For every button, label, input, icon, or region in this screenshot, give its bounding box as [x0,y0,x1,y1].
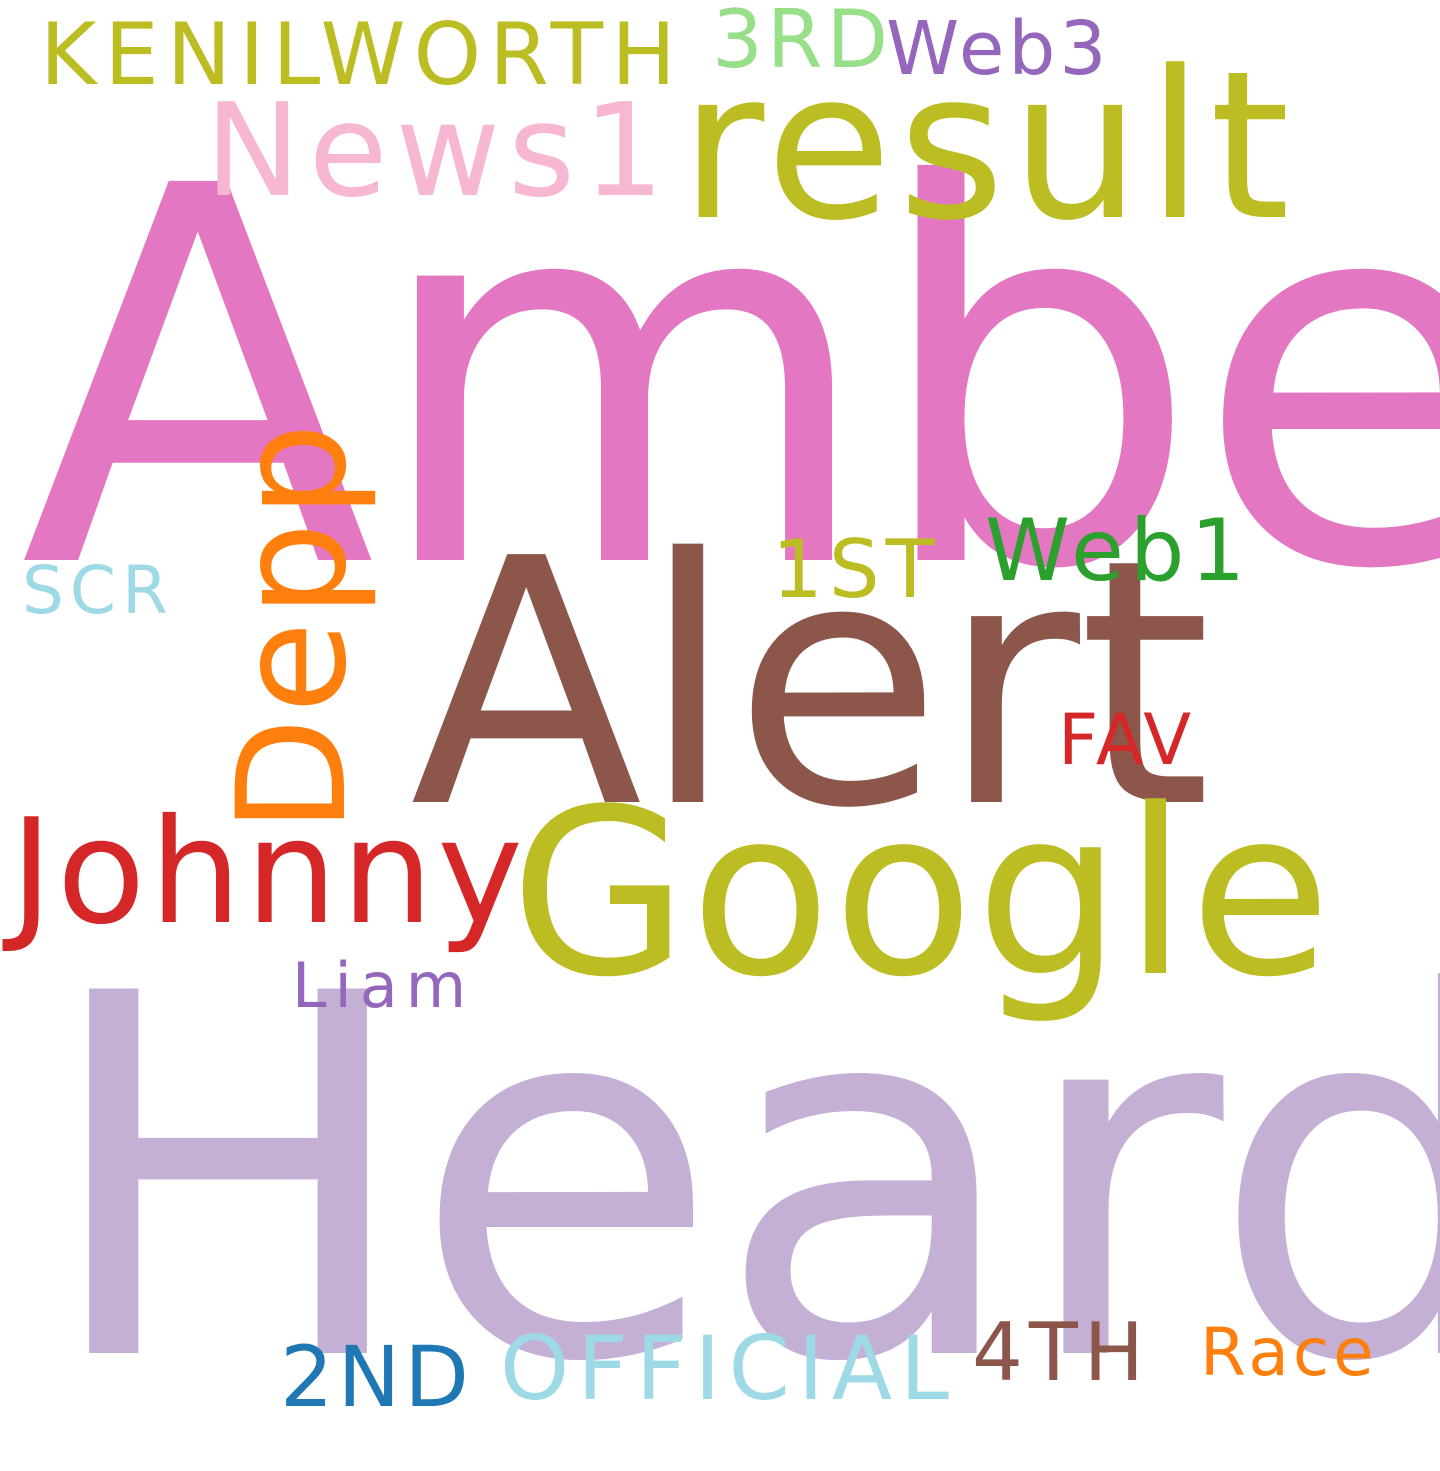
word-alert: Alert [410,487,1211,883]
word-4th: 4TH [972,1306,1150,1399]
word-web3: Web3 [886,6,1111,92]
word-race: Race [1200,1314,1378,1391]
word-liam: Liam [292,949,475,1022]
word-heard: Heard [40,889,1440,1471]
word-web1: Web1 [985,501,1252,601]
word-google: Google [510,761,1334,1028]
word-amber: Amber [20,77,1440,683]
word-cloud: Amber Heard Alert Google result Johnny D… [10,0,1440,1471]
word-scr: SCR [22,552,174,629]
word-johnny: Johnny [10,788,527,957]
word-3rd: 3RD [712,0,893,86]
word-fav: FAV [1058,699,1196,781]
word-news1: News1 [205,77,673,226]
word-result: result [680,28,1296,266]
word-1st: 1ST [772,523,941,616]
word-2nd: 2ND [280,1328,473,1426]
word-official: OFFICIAL [500,1317,958,1420]
word-depp: Depp [206,418,380,833]
word-kenilworth: KENILWORTH [40,5,684,105]
